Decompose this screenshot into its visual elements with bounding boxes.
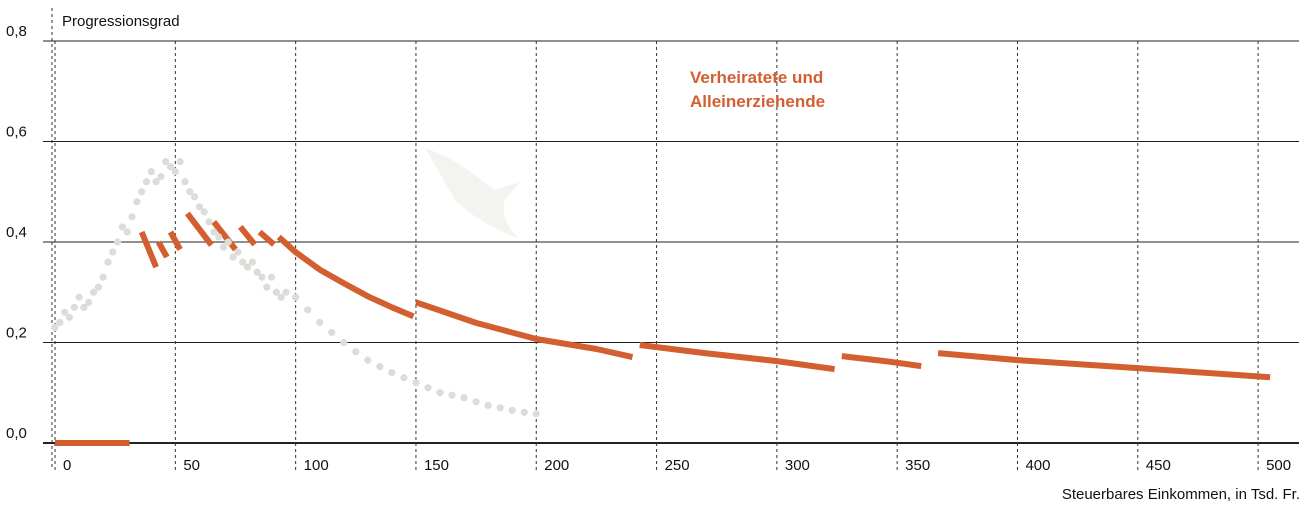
data-point <box>328 328 336 337</box>
data-point <box>133 198 141 206</box>
data-point <box>109 248 117 256</box>
data-point <box>316 318 324 326</box>
data-point <box>472 398 480 406</box>
data-point <box>75 293 83 301</box>
data-point <box>267 273 276 281</box>
data-point <box>460 394 468 402</box>
data-point <box>89 288 98 296</box>
data-point <box>282 288 290 296</box>
data-point <box>61 308 69 316</box>
data-point <box>70 303 78 311</box>
data-point <box>195 203 203 211</box>
data-point <box>65 313 74 321</box>
data-point <box>277 293 285 301</box>
y-tick-label: 0,6 <box>6 123 27 140</box>
data-point <box>340 338 348 347</box>
data-point <box>85 298 93 306</box>
data-point <box>142 178 151 186</box>
data-point <box>292 293 300 301</box>
data-point <box>272 288 280 296</box>
x-tick-label: 450 <box>1146 457 1171 474</box>
x-tick-label: 50 <box>183 457 200 474</box>
data-point <box>215 233 223 241</box>
x-tick-label: 500 <box>1266 457 1291 474</box>
x-tick-label: 400 <box>1025 457 1050 474</box>
data-point <box>304 306 312 314</box>
y-axis-title: Progressionsgrad <box>62 13 180 30</box>
data-point <box>56 318 64 326</box>
data-point <box>352 347 360 356</box>
data-point <box>412 379 420 387</box>
data-point <box>210 228 218 236</box>
x-tick-label: 150 <box>424 457 449 474</box>
data-point <box>496 404 504 412</box>
y-tick-label: 0,2 <box>6 324 27 341</box>
data-point <box>229 253 237 261</box>
series-label: Verheiratete und Alleinerziehende <box>690 68 826 111</box>
data-point <box>123 228 131 236</box>
data-point <box>376 363 384 371</box>
data-point <box>166 163 175 171</box>
x-tick-label: 0 <box>63 457 71 474</box>
data-point <box>448 391 456 399</box>
data-point <box>152 178 160 186</box>
data-point <box>263 283 271 291</box>
data-point <box>94 283 102 291</box>
data-point <box>176 158 184 166</box>
data-point <box>157 173 165 181</box>
data-point <box>400 374 408 382</box>
data-point <box>258 273 266 281</box>
data-point <box>205 218 213 226</box>
data-point <box>162 158 170 166</box>
data-point <box>239 258 247 266</box>
data-point <box>520 408 528 416</box>
data-point <box>253 268 261 276</box>
data-point <box>80 303 88 311</box>
x-tick-label: 350 <box>905 457 930 474</box>
data-point <box>532 410 540 418</box>
data-point <box>138 188 146 196</box>
data-point <box>118 223 127 231</box>
data-point <box>508 406 516 414</box>
x-tick-label: 200 <box>544 457 569 474</box>
data-point <box>104 258 112 266</box>
data-point <box>484 401 492 409</box>
y-tick-label: 0,4 <box>6 224 27 241</box>
data-point <box>424 384 432 392</box>
data-point <box>388 369 396 377</box>
data-point <box>200 208 208 216</box>
data-point <box>113 238 122 246</box>
x-tick-label: 250 <box>665 457 690 474</box>
data-point <box>190 193 199 201</box>
data-point <box>234 248 242 256</box>
watermark <box>425 148 520 238</box>
data-point <box>51 323 59 332</box>
data-point <box>224 238 232 246</box>
y-tick-label: 0,0 <box>6 425 27 442</box>
x-tick-label: 300 <box>785 457 810 474</box>
data-point <box>147 168 155 176</box>
data-point <box>99 273 107 281</box>
data-point <box>219 243 228 251</box>
data-point <box>171 168 179 176</box>
data-point <box>128 213 136 221</box>
data-point <box>248 258 256 266</box>
y-tick-label: 0,8 <box>6 23 27 40</box>
data-point <box>243 263 252 271</box>
data-point <box>364 356 372 364</box>
data-point <box>186 188 194 196</box>
x-tick-label: 100 <box>304 457 329 474</box>
data-line <box>55 211 1271 446</box>
data-point <box>436 389 444 397</box>
data-point <box>181 178 189 186</box>
x-axis-title: Steuerbares Einkommen, in Tsd. Fr. <box>1062 486 1300 503</box>
